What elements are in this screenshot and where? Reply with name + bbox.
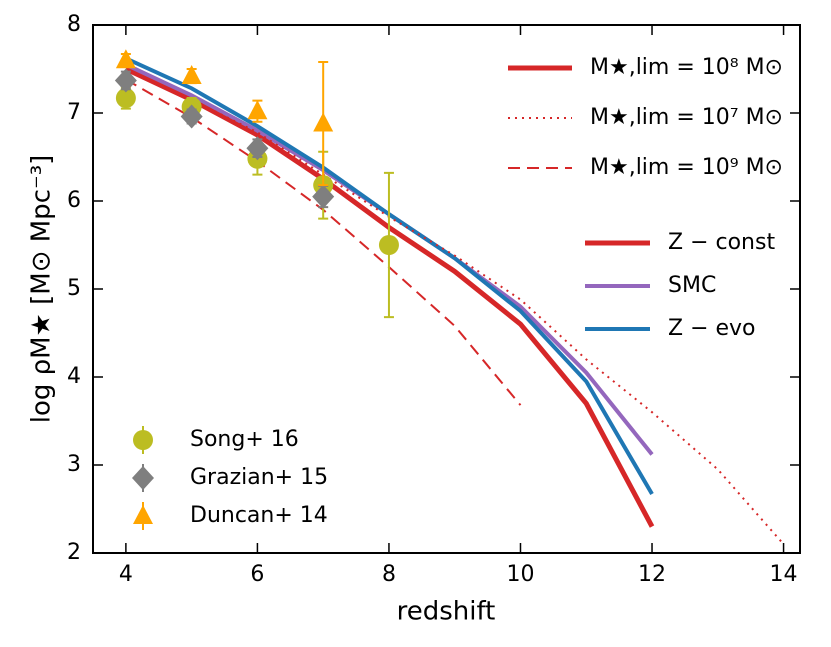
y-tick-label: 2 [67, 540, 81, 565]
line [125, 68, 785, 545]
point [115, 88, 136, 109]
legend-label: M★,lim = 10⁹ M⊙ [590, 155, 783, 180]
legend-marker [132, 466, 154, 490]
point [312, 184, 335, 209]
point [114, 68, 137, 93]
plot-frame [92, 24, 801, 554]
y-tick-label: 5 [67, 276, 81, 301]
x-tick-label: 12 [638, 562, 666, 587]
y-tick-label: 3 [67, 452, 81, 477]
legend-label: Grazian+ 15 [190, 465, 328, 490]
x-tick-label: 8 [382, 562, 396, 587]
point [247, 100, 268, 120]
legend-label: Z − evo [668, 316, 756, 341]
point [378, 235, 399, 255]
y-tick-label: 4 [67, 364, 81, 389]
legend-marker [133, 505, 153, 524]
legend-label: SMC [668, 273, 716, 298]
legend-label: Duncan+ 14 [190, 503, 328, 528]
x-tick-label: 6 [250, 562, 264, 587]
legend-marker [133, 430, 153, 450]
y-tick-label: 6 [67, 188, 81, 213]
x-tick-label: 10 [506, 562, 534, 587]
y-tick-label: 8 [67, 12, 81, 37]
point [246, 136, 269, 161]
x-tick-label: 4 [119, 562, 133, 587]
legend-label: M★,lim = 10⁸ M⊙ [590, 55, 783, 80]
legend-label: Z − const [668, 230, 775, 255]
x-axis-label: redshift [397, 597, 496, 627]
point [180, 104, 203, 129]
legend-label: M★,lim = 10⁷ M⊙ [590, 105, 783, 130]
point [115, 49, 136, 69]
y-axis-label: log ρM★ [M⊙ Mpc⁻³] [27, 155, 57, 424]
point [181, 65, 202, 85]
x-tick-label: 14 [770, 562, 798, 587]
legend-label: Song+ 16 [190, 427, 299, 452]
y-tick-label: 7 [67, 100, 81, 125]
point [313, 112, 334, 132]
